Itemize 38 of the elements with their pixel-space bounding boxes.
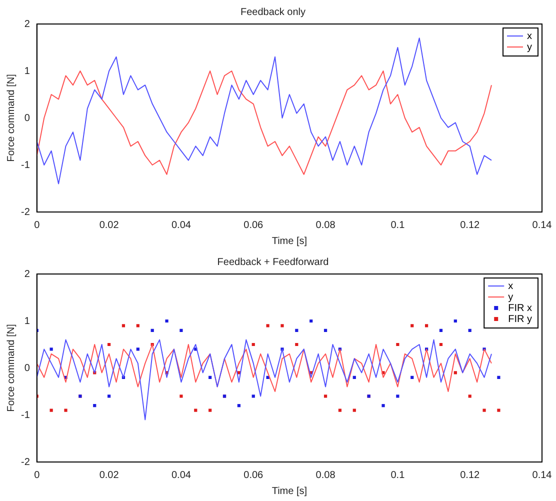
- y-tick-label: 1: [24, 316, 30, 327]
- x-tick-label: 0.06: [244, 220, 264, 231]
- y-tick-label: 0: [24, 112, 30, 124]
- y-axis-title: Force command [N]: [6, 74, 17, 162]
- chart-title: Feedback + Feedforward: [217, 256, 329, 268]
- y-tick-label: -2: [20, 206, 30, 218]
- x-tick-label: 0.04: [171, 220, 192, 231]
- chart-title: Feedback only: [240, 6, 306, 18]
- x-tick-label: 0.1: [390, 470, 406, 481]
- y-tick-label: 0: [24, 362, 30, 374]
- x-tick-label: 0.02: [99, 220, 120, 231]
- legend-label: x: [508, 280, 514, 292]
- y-tick-label: -2: [20, 456, 30, 468]
- x-tick-label: 0.12: [460, 220, 480, 231]
- x-tick-label: 0.02: [99, 470, 120, 481]
- legend-label: x: [527, 30, 532, 42]
- x-tick-label: 0.14: [532, 470, 552, 481]
- legend-label: y: [508, 292, 514, 303]
- y-tick-label: -1: [20, 410, 30, 421]
- y-tick-label: -1: [20, 160, 30, 171]
- y-tick-label: 2: [24, 18, 30, 30]
- y-tick-label: 1: [24, 66, 30, 77]
- y-axis-title: Force command [N]: [6, 324, 17, 412]
- x-tick-label: 0.06: [244, 470, 264, 481]
- x-tick-label: 0.1: [390, 220, 406, 231]
- x-tick-label: 0: [34, 470, 40, 481]
- x-tick-label: 0.12: [460, 470, 480, 481]
- x-axis-title: Time [s]: [272, 236, 308, 247]
- x-axis-title: Time [s]: [272, 486, 308, 497]
- x-tick-label: 0.08: [316, 470, 336, 481]
- legend-label: FIR y: [508, 314, 532, 325]
- x-tick-label: 0: [34, 220, 40, 231]
- y-tick-label: 2: [24, 268, 30, 280]
- legend-label: FIR x: [508, 302, 532, 314]
- x-tick-label: 0.04: [171, 470, 192, 481]
- x-tick-label: 0.14: [532, 220, 552, 231]
- legend-label: y: [527, 42, 532, 53]
- x-tick-label: 0.08: [316, 220, 336, 231]
